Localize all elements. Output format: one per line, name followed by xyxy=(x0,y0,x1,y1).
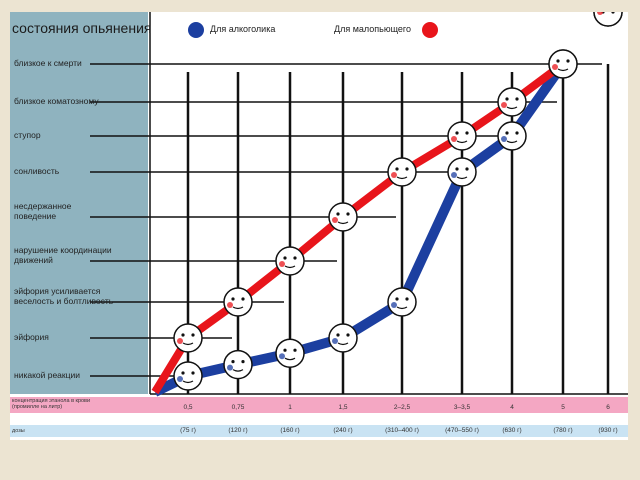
point-0-1 xyxy=(223,287,253,317)
dose-tick-2: (160 г) xyxy=(280,427,300,434)
y-label-8: близкое к смерти xyxy=(14,58,82,68)
x-tick-2: 1 xyxy=(288,404,292,411)
point-0-6 xyxy=(497,87,527,117)
legend-label-light-drinker: Для малопьющего xyxy=(334,24,411,34)
series-layer xyxy=(151,60,568,397)
point-1-1 xyxy=(223,349,253,380)
y-label-2: эйфория усиливается веселость и болтливо… xyxy=(14,286,114,306)
y-label-5: сонливость xyxy=(14,166,60,176)
y-label-0: никакой реакции xyxy=(14,370,80,380)
dose-tick-0: (75 г) xyxy=(180,427,196,434)
legend-dot-light-drinker xyxy=(422,22,438,38)
point-1-0 xyxy=(173,361,203,391)
dose-row-label: дозы xyxy=(12,428,25,434)
point-0-4 xyxy=(387,157,417,187)
y-label-7: близкое коматозному xyxy=(14,96,99,106)
y-label-1: эйфория xyxy=(14,332,49,342)
point-0-5 xyxy=(447,121,477,151)
point-0-8 xyxy=(594,12,623,27)
x-tick-6: 4 xyxy=(510,404,514,411)
dose-tick-3: (240 г) xyxy=(333,427,353,434)
dose-tick-1: (120 г) xyxy=(228,427,248,434)
chart-title: состояния опьянения xyxy=(12,20,152,36)
x-tick-0: 0,5 xyxy=(183,404,193,411)
points-layer xyxy=(173,12,623,391)
label-panel xyxy=(10,12,148,394)
dose-tick-7: (780 г) xyxy=(553,427,573,434)
x-tick-4: 2–2,5 xyxy=(393,404,411,411)
x-tick-3: 1,5 xyxy=(338,404,348,411)
x-tick-7: 5 xyxy=(561,404,565,411)
dose-tick-6: (630 г) xyxy=(502,427,522,434)
point-0-3 xyxy=(328,202,358,232)
dose-tick-5: (470–550 г) xyxy=(445,427,479,434)
series-line-0 xyxy=(151,60,566,395)
point-1-6 xyxy=(497,121,527,151)
point-1-2 xyxy=(275,338,305,368)
dose-band xyxy=(10,425,628,437)
x-tick-1: 0,75 xyxy=(231,404,245,411)
y-label-3: нарушение координации движений xyxy=(14,245,112,265)
x-tick-5: 3–3,5 xyxy=(453,404,471,411)
concentration-row-label: концентрация этанола в крови (промилле н… xyxy=(12,398,91,410)
y-label-6: ступор xyxy=(14,130,41,140)
chart-canvas: состояния опьянения Для алкоголика Для м… xyxy=(10,12,628,440)
point-1-3 xyxy=(328,323,358,353)
point-1-5 xyxy=(447,157,477,187)
dose-tick-4: (310–400 г) xyxy=(385,427,419,434)
legend-dot-alcoholic xyxy=(188,22,204,38)
point-1-4 xyxy=(387,287,417,317)
point-0-7 xyxy=(548,49,578,79)
legend-label-alcoholic: Для алкоголика xyxy=(210,24,276,34)
point-0-0 xyxy=(173,323,203,353)
grid-lines xyxy=(186,64,610,394)
chart-svg xyxy=(10,12,628,437)
x-tick-8: 6 xyxy=(606,404,610,411)
dose-tick-8: (930 г) xyxy=(598,427,618,434)
concentration-band xyxy=(10,397,628,413)
point-0-2 xyxy=(275,246,305,276)
y-label-4: несдержанное поведение xyxy=(14,201,72,221)
